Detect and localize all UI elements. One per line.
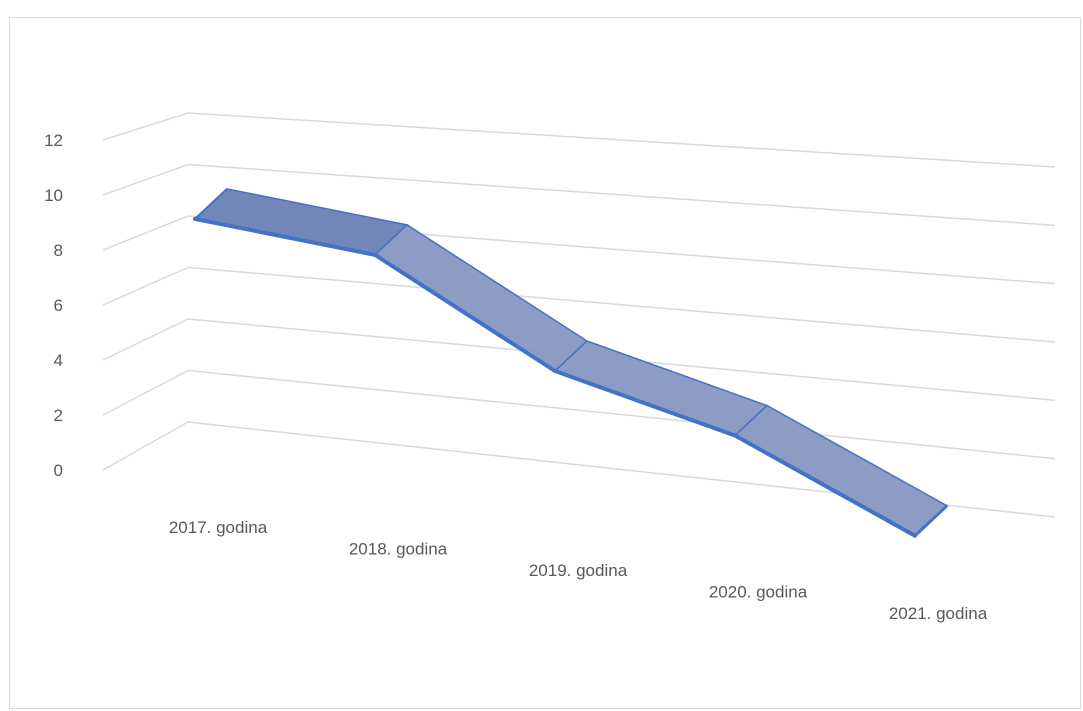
data-point — [733, 433, 737, 438]
gridline-12 — [102, 112, 1056, 168]
gridlines — [102, 112, 1056, 518]
gridline-6 — [102, 266, 1056, 343]
ribbon-segment — [373, 223, 589, 372]
y-axis-ticks: 0 2 4 6 8 10 12 — [44, 131, 63, 480]
y-tick-label: 10 — [44, 186, 63, 205]
gridline-4 — [102, 318, 1056, 402]
gridline-10 — [102, 163, 1056, 227]
y-tick-label: 8 — [54, 241, 63, 260]
ribbon-segment — [553, 340, 769, 437]
x-axis-ticks: 2017. godina 2018. godina 2019. godina 2020… — [169, 518, 988, 623]
y-tick-label: 4 — [54, 351, 63, 370]
data-point — [373, 252, 377, 257]
ribbon-start-cap — [194, 188, 228, 220]
y-tick-label: 0 — [54, 461, 63, 480]
y-tick-label: 2 — [54, 406, 63, 425]
x-tick-label: 2021. godina — [889, 604, 988, 623]
data-point — [553, 369, 557, 374]
ribbon-segment — [733, 404, 949, 537]
series-ribbon — [193, 188, 949, 538]
x-tick-label: 2019. godina — [529, 561, 628, 580]
gridline-0 — [102, 421, 1056, 518]
x-tick-label: 2020. godina — [709, 583, 808, 602]
x-tick-label: 2017. godina — [169, 518, 268, 537]
data-point — [193, 216, 197, 221]
x-tick-label: 2018. godina — [349, 539, 448, 558]
gridline-8 — [102, 215, 1056, 285]
gridline-2 — [102, 369, 1056, 460]
y-tick-label: 6 — [54, 296, 63, 315]
data-point — [913, 533, 917, 538]
y-tick-label: 12 — [44, 131, 63, 150]
ribbon-segment — [193, 188, 409, 256]
ribbon-end-cap — [913, 504, 949, 537]
